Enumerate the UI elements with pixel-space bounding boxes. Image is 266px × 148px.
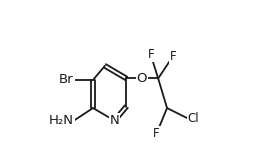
Text: F: F bbox=[147, 48, 154, 61]
Text: F: F bbox=[170, 50, 176, 63]
Text: F: F bbox=[153, 127, 160, 140]
Text: Br: Br bbox=[59, 73, 73, 86]
Text: H₂N: H₂N bbox=[49, 114, 74, 127]
Text: O: O bbox=[137, 72, 147, 85]
Text: Cl: Cl bbox=[188, 112, 200, 125]
Text: N: N bbox=[110, 114, 119, 127]
